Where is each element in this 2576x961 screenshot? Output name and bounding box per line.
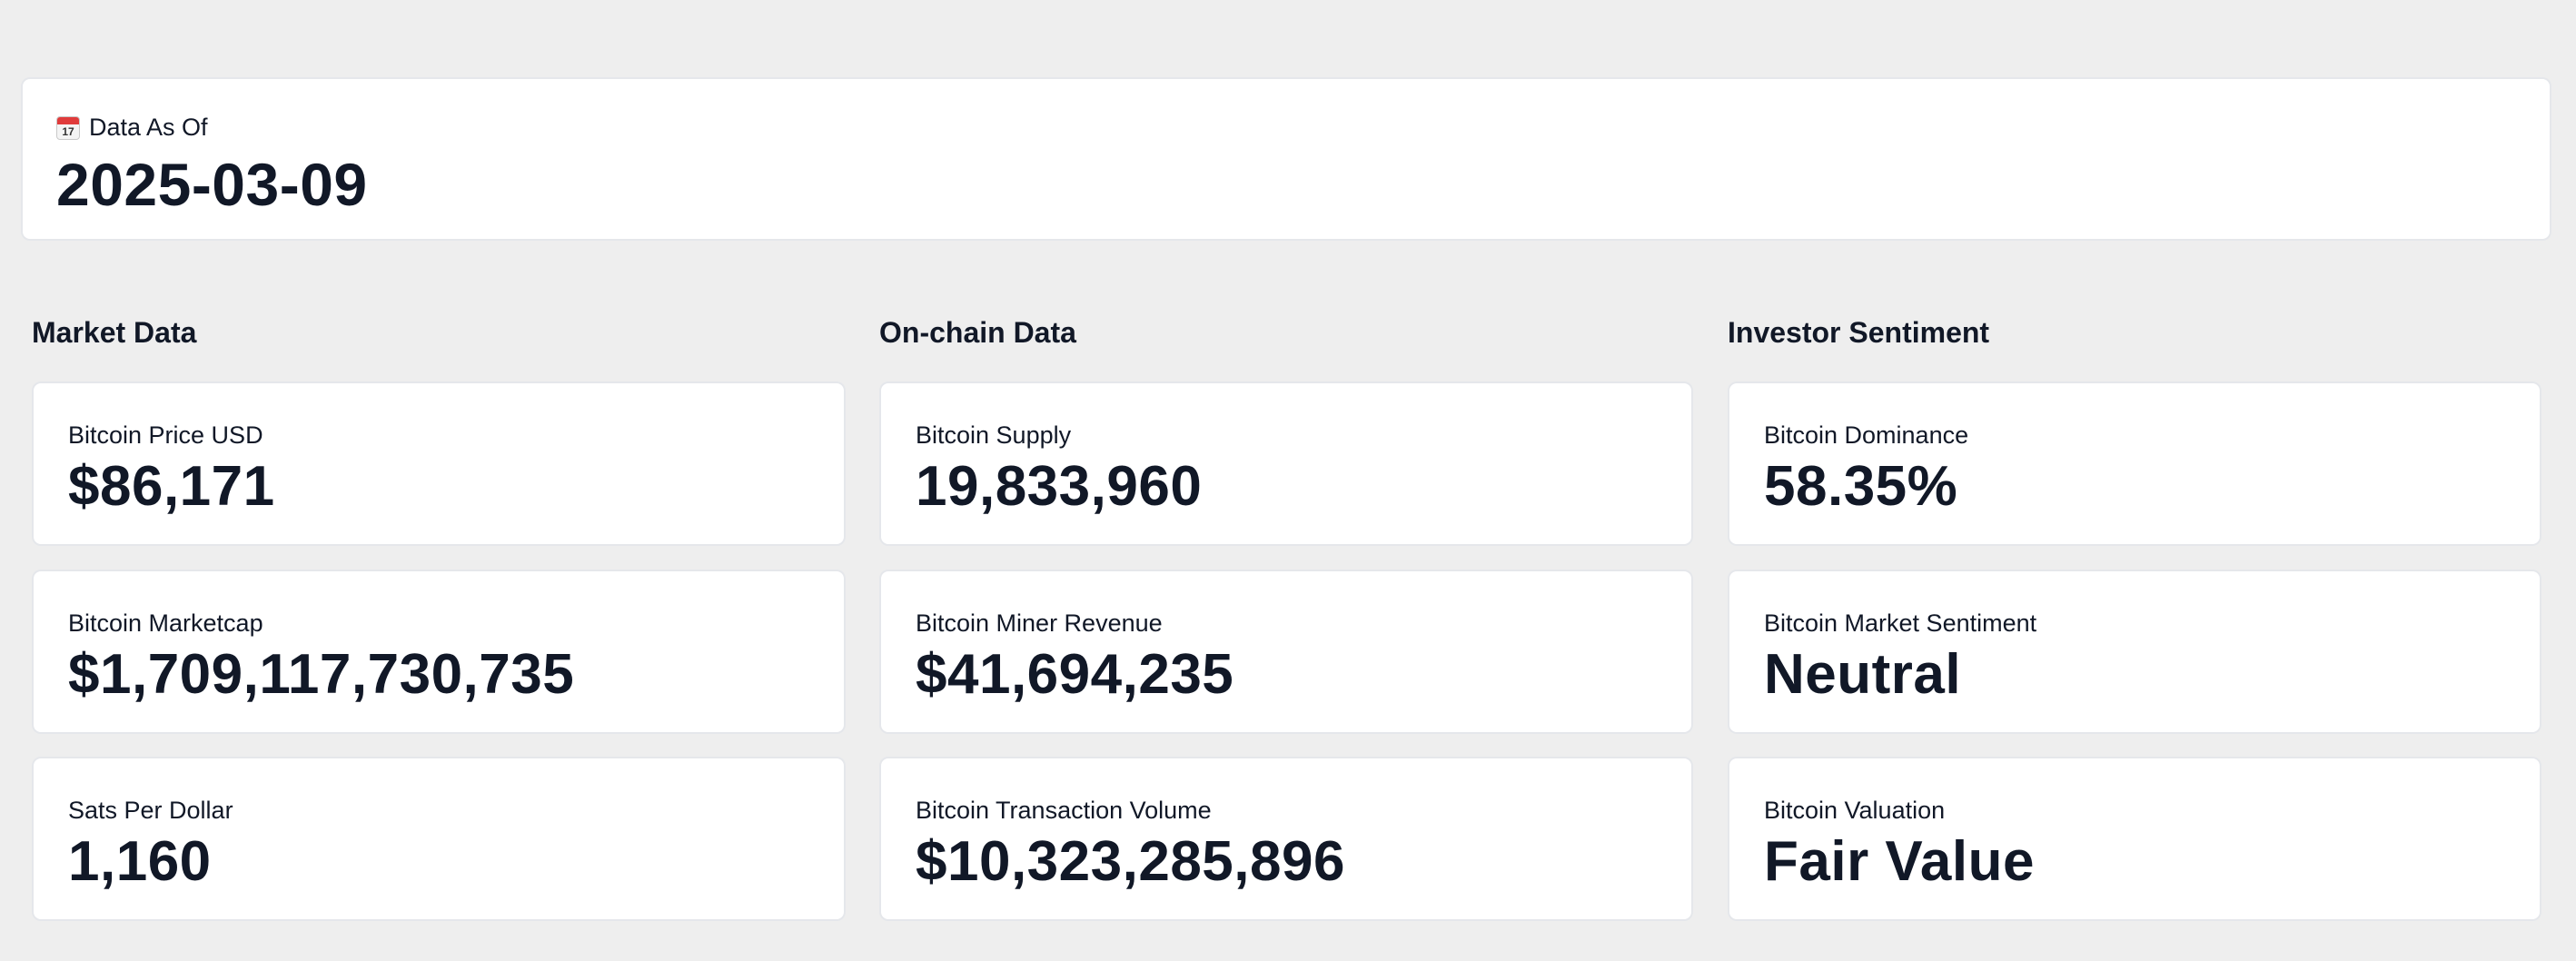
metric-card-bitcoin-transaction-volume: Bitcoin Transaction Volume $10,323,285,8… (879, 757, 1693, 921)
metric-label: Bitcoin Miner Revenue (916, 609, 1163, 637)
metric-value: $41,694,235 (916, 643, 1234, 706)
metric-card-bitcoin-marketcap: Bitcoin Marketcap $1,709,117,730,735 (32, 570, 846, 734)
section-title-on-chain-data: On-chain Data (879, 316, 1076, 349)
metric-label: Bitcoin Valuation (1764, 797, 1946, 824)
metric-value: $10,323,285,896 (916, 830, 1345, 893)
metric-value: $86,171 (68, 455, 275, 518)
metric-card-bitcoin-dominance: Bitcoin Dominance 58.35% (1728, 381, 2541, 546)
metric-card-bitcoin-supply: Bitcoin Supply 19,833,960 (879, 381, 1693, 546)
metric-label: Bitcoin Price USD (68, 421, 263, 449)
metric-value: Fair Value (1764, 830, 2035, 893)
metric-card-bitcoin-price-usd: Bitcoin Price USD $86,171 (32, 381, 846, 546)
metric-card-bitcoin-market-sentiment: Bitcoin Market Sentiment Neutral (1728, 570, 2541, 734)
metric-label: Bitcoin Transaction Volume (916, 797, 1212, 824)
metric-label: Bitcoin Marketcap (68, 609, 263, 637)
metric-value: $1,709,117,730,735 (68, 643, 575, 706)
metric-value: 58.35% (1764, 455, 1958, 518)
metric-value: 19,833,960 (916, 455, 1203, 518)
metric-value: Neutral (1764, 643, 1962, 706)
metric-card-bitcoin-valuation: Bitcoin Valuation Fair Value (1728, 757, 2541, 921)
data-as-of-card: 17 Data As Of 2025-03-09 (21, 77, 2551, 241)
metric-label: Bitcoin Market Sentiment (1764, 609, 2037, 637)
data-as-of-value: 2025-03-09 (56, 151, 368, 218)
section-title-investor-sentiment: Investor Sentiment (1728, 316, 1990, 349)
metric-card-bitcoin-miner-revenue: Bitcoin Miner Revenue $41,694,235 (879, 570, 1693, 734)
metric-label: Sats Per Dollar (68, 797, 233, 824)
data-as-of-label: Data As Of (89, 114, 208, 141)
calendar-icon: 17 (56, 115, 80, 140)
metric-label: Bitcoin Dominance (1764, 421, 1969, 449)
metric-label: Bitcoin Supply (916, 421, 1072, 449)
section-title-market-data: Market Data (32, 316, 197, 349)
metric-card-sats-per-dollar: Sats Per Dollar 1,160 (32, 757, 846, 921)
metric-value: 1,160 (68, 830, 212, 893)
data-as-of-label-row: 17 Data As Of (56, 114, 208, 142)
